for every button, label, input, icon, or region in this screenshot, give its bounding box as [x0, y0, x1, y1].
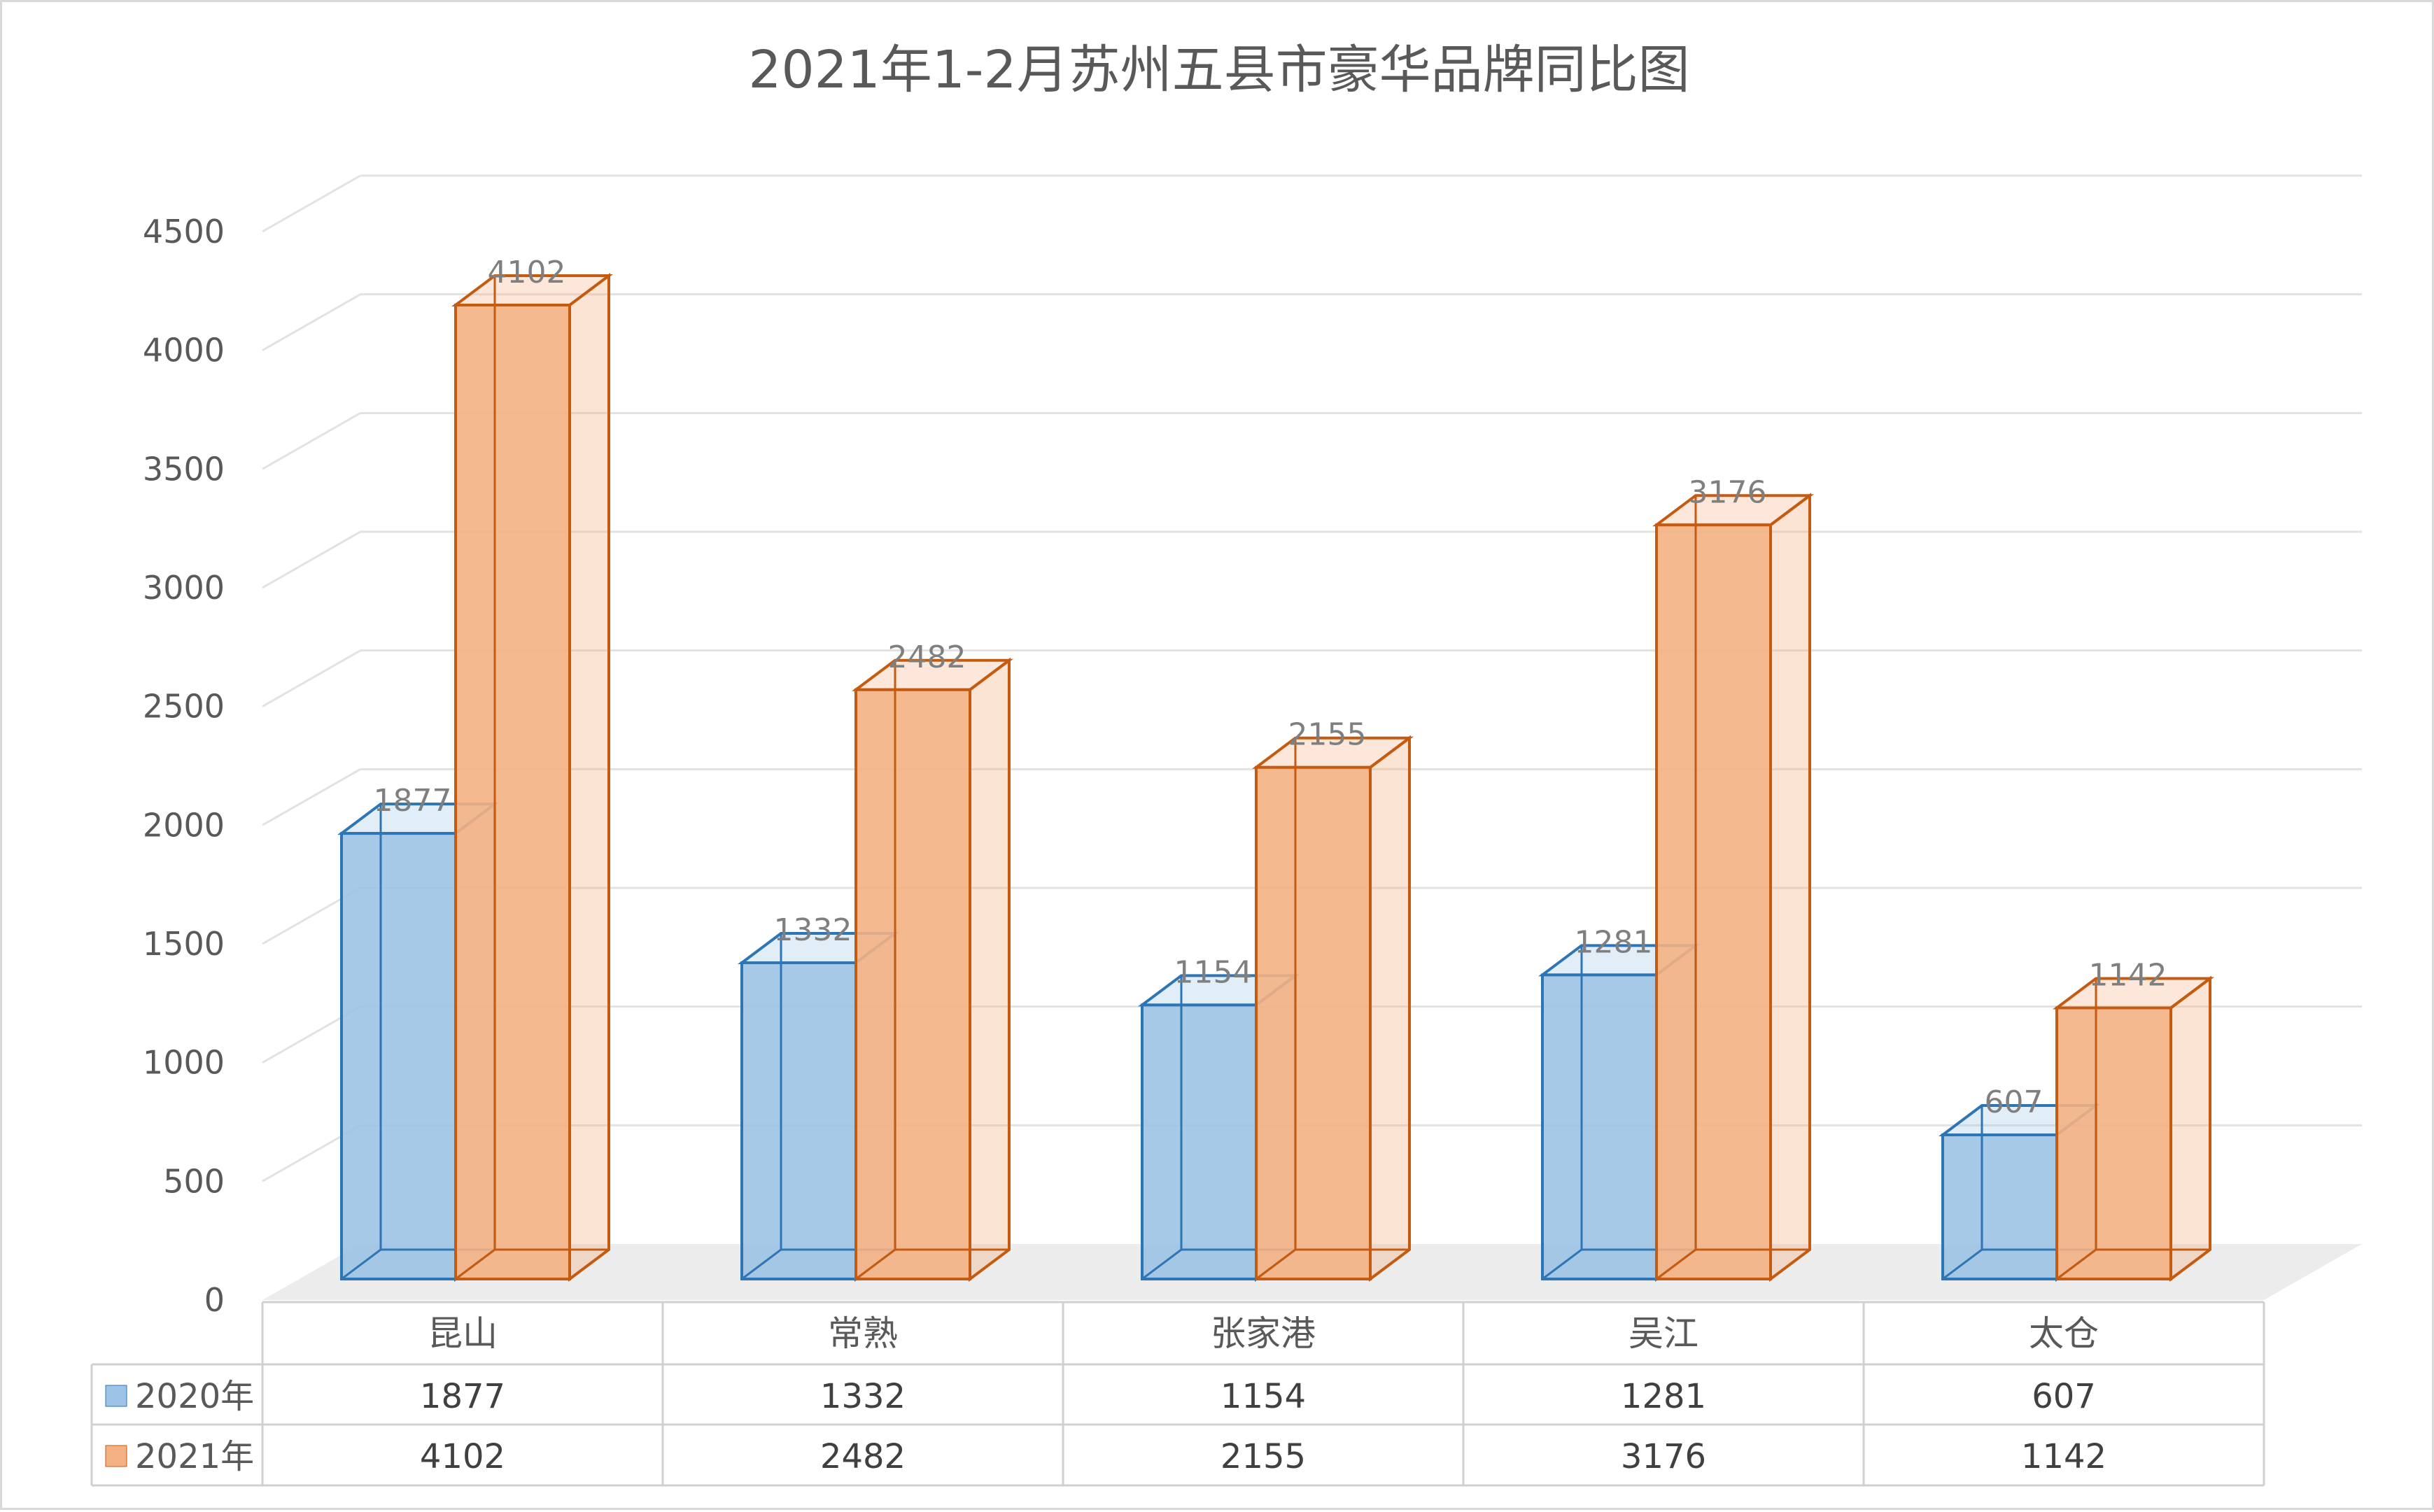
- gridline-side: [262, 412, 361, 470]
- bar: [2053, 975, 2214, 1282]
- table-cell: 2482: [820, 1437, 906, 1476]
- data-label: 4102: [488, 255, 566, 290]
- y-tick-label: 3500: [143, 450, 225, 488]
- chart-title: 2021年1-2月苏州五县市豪华品牌同比图: [748, 40, 1689, 100]
- y-tick-label: 2500: [143, 688, 225, 726]
- category-label: 太仓: [2029, 1313, 2099, 1354]
- data-label: 1142: [2089, 957, 2167, 993]
- gridline-side: [262, 174, 361, 233]
- table-cell: 1154: [1220, 1377, 1306, 1416]
- data-label: 1332: [774, 912, 852, 948]
- table-cell: 1877: [420, 1377, 505, 1416]
- category-label: 吴江: [1628, 1313, 1698, 1354]
- y-tick-label: 3000: [143, 569, 225, 607]
- table-cell: 607: [2032, 1377, 2096, 1416]
- legend-swatch: [105, 1445, 127, 1467]
- bar-side: [969, 657, 1011, 1282]
- table-cell: 1332: [820, 1377, 906, 1416]
- bar-front: [1941, 1133, 2058, 1280]
- bar-front: [1141, 1003, 1258, 1280]
- bar-back-edge: [1141, 1248, 1182, 1280]
- legend-label: 2020年: [135, 1377, 254, 1416]
- y-tick-label: 4000: [143, 332, 225, 369]
- bar-front: [454, 304, 571, 1280]
- data-label: 2155: [1288, 717, 1367, 753]
- bar-front: [1541, 973, 1658, 1280]
- data-label: 2482: [888, 640, 966, 675]
- bar-side: [1369, 735, 1411, 1282]
- category-label: 常熟: [828, 1313, 898, 1354]
- bar: [852, 657, 1013, 1282]
- bar-back-edge: [455, 1248, 495, 1280]
- y-tick-label: 4500: [143, 213, 225, 250]
- bar-back-edge: [1942, 1248, 1983, 1280]
- bar-side: [1769, 493, 1811, 1282]
- gridline-side: [262, 530, 361, 589]
- bar: [1652, 493, 1814, 1282]
- bar-back-edge: [2056, 1248, 2097, 1280]
- table-cell: 4102: [420, 1437, 505, 1476]
- category-label: 昆山: [428, 1313, 498, 1354]
- y-tick-label: 1000: [143, 1044, 225, 1082]
- bar-front: [340, 832, 457, 1280]
- bar-back-edge: [1255, 1248, 1296, 1280]
- bar-back-edge: [855, 1248, 896, 1280]
- y-tick-label: 500: [163, 1162, 225, 1200]
- bar-front: [740, 961, 857, 1280]
- table-cell: 1281: [1621, 1377, 1706, 1416]
- table-cell: 2155: [1220, 1437, 1306, 1476]
- bar-side: [2169, 975, 2211, 1282]
- bar-side: [568, 273, 610, 1282]
- bar-back-edge: [341, 1248, 381, 1280]
- bar-front: [2055, 1006, 2172, 1280]
- category-label: 张家港: [1211, 1313, 1316, 1354]
- bar-back-edge: [1656, 1248, 1696, 1280]
- legend-swatch: [105, 1385, 127, 1407]
- data-label: 1877: [374, 783, 452, 819]
- data-label: 1281: [1575, 924, 1653, 960]
- gridline-side: [262, 293, 361, 351]
- bar: [1252, 735, 1414, 1282]
- bar-back-edge: [1542, 1248, 1582, 1280]
- data-label: 1154: [1174, 954, 1253, 990]
- data-label: 607: [1985, 1084, 2043, 1120]
- y-tick-label: 0: [204, 1281, 225, 1319]
- bar-front: [854, 688, 971, 1280]
- y-tick-label: 1500: [143, 925, 225, 963]
- legend-label: 2021年: [135, 1437, 254, 1476]
- data-label: 3176: [1689, 474, 1767, 510]
- table-cell: 3176: [1621, 1437, 1706, 1476]
- bar-back-edge: [741, 1248, 782, 1280]
- bar: [451, 273, 613, 1282]
- table-cell: 1142: [2021, 1437, 2106, 1476]
- bar-front: [1255, 765, 1372, 1280]
- gridline-side: [262, 649, 361, 707]
- y-tick-label: 2000: [143, 806, 225, 844]
- gridline-side: [262, 768, 361, 826]
- bar-front: [1655, 523, 1772, 1280]
